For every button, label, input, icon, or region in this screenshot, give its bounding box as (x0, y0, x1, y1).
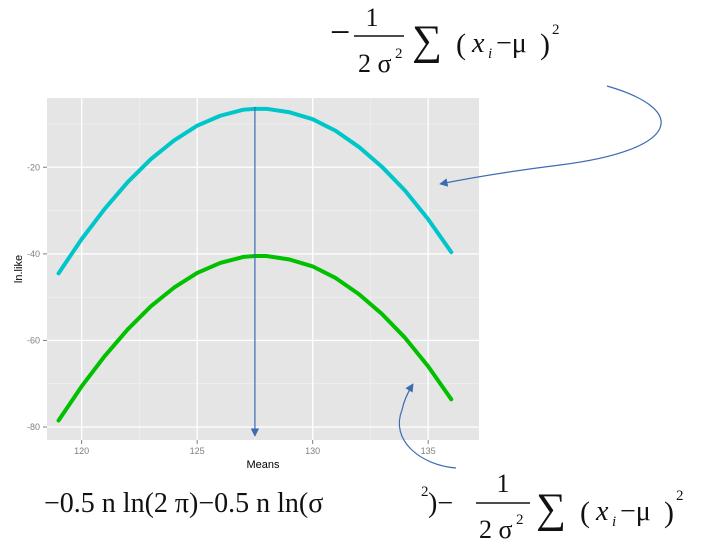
top-formula-close-paren: ) (540, 28, 550, 61)
bottom-formula-close-minus: )− (428, 488, 453, 519)
y-axis-label: ln.like (13, 255, 25, 283)
x-tick-label: 125 (190, 446, 205, 456)
top-annotation-arrow (439, 85, 662, 187)
y-tick-label: -20 (27, 162, 40, 172)
bottom-formula-fraction-denominator: 2 σ (479, 515, 513, 544)
x-axis-label: Means (246, 459, 280, 471)
top-formula-minus-mu: −μ (496, 28, 527, 59)
x-axis-ticks: 120 125 130 135 (74, 440, 436, 456)
bottom-formula-denominator-exponent: 2 (516, 512, 524, 528)
bottom-formula-sum: ∑ (536, 486, 566, 532)
top-formula-minus: − (330, 12, 350, 52)
top-formula-fraction-numerator: 1 (366, 3, 379, 32)
top-formula-x: x (471, 28, 485, 59)
bottom-formula-close-paren: ) (664, 496, 674, 529)
top-formula-fraction-denominator: 2 σ (358, 49, 392, 78)
top-formula: − 1 2 σ 2 ∑ ( x i −μ ) 2 (330, 3, 560, 78)
bottom-formula: −0.5 n ln(2 π)−0.5 n ln(σ 2 )− 1 2 σ 2 ∑… (44, 469, 684, 544)
y-axis-ticks: -20 -40 -60 -80 (27, 162, 47, 432)
bottom-annotation-arrow (398, 383, 457, 469)
bottom-formula-x: x (595, 496, 609, 527)
bottom-formula-lead-exponent: 2 (421, 484, 429, 500)
y-tick-label: -80 (27, 422, 40, 432)
bottom-formula-minus-mu: −μ (620, 496, 651, 527)
plot-panel (47, 98, 479, 440)
top-formula-exponent: 2 (552, 22, 560, 38)
top-formula-sum: ∑ (412, 18, 442, 64)
top-formula-denominator-exponent: 2 (395, 46, 403, 62)
x-tick-label: 120 (74, 446, 89, 456)
bottom-formula-fraction-numerator: 1 (497, 469, 510, 498)
x-tick-label: 130 (305, 446, 320, 456)
bottom-formula-lead: −0.5 n ln(2 π)−0.5 n ln(σ (44, 488, 323, 519)
bottom-formula-subscript-i: i (612, 514, 616, 530)
top-formula-subscript-i: i (488, 46, 492, 62)
y-tick-label: -60 (27, 335, 40, 345)
top-formula-open-paren: ( (456, 28, 466, 61)
bottom-formula-exponent: 2 (676, 488, 684, 504)
bottom-formula-open-paren: ( (580, 496, 590, 529)
x-tick-label: 135 (421, 446, 436, 456)
y-tick-label: -40 (27, 249, 40, 259)
